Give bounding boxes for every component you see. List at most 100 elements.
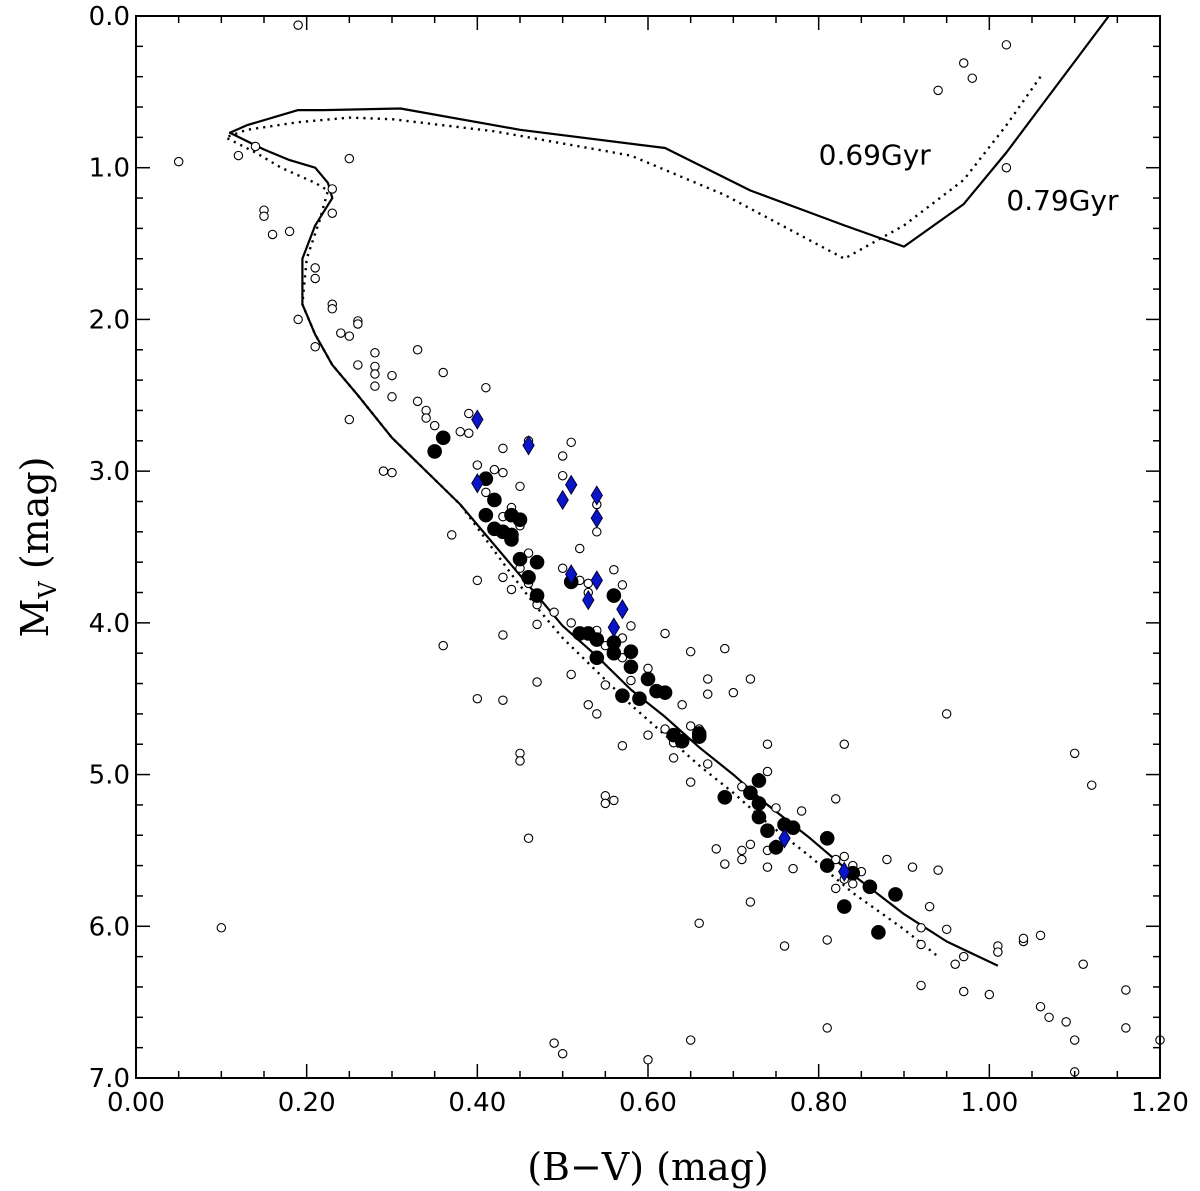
open-circle-point bbox=[557, 563, 568, 573]
open-circle-point bbox=[293, 314, 303, 325]
y-axis-title: MV (mag) bbox=[13, 456, 62, 637]
filled-circle-point bbox=[751, 773, 767, 788]
open-circle-point bbox=[685, 777, 696, 787]
x-tick-label: 0.20 bbox=[278, 1088, 336, 1118]
open-circle-point bbox=[600, 798, 611, 809]
open-circle-point bbox=[250, 141, 261, 152]
filled-circle-point bbox=[606, 588, 622, 603]
open-circle-point bbox=[344, 414, 355, 425]
open-circle-point bbox=[523, 548, 534, 558]
open-circle-point bbox=[489, 464, 500, 475]
filled-circle-point bbox=[691, 729, 707, 744]
open-circle-point bbox=[532, 619, 542, 630]
filled-circle-point bbox=[623, 659, 639, 675]
open-circle-point bbox=[233, 150, 244, 161]
y-axis-title-sub: V bbox=[34, 581, 62, 600]
open-circle-point bbox=[455, 426, 466, 437]
filled-circle-point bbox=[521, 570, 536, 585]
open-circle-point bbox=[958, 951, 969, 962]
open-circle-point bbox=[617, 580, 628, 590]
open-circle-point bbox=[472, 693, 483, 704]
open-circle-point bbox=[984, 989, 995, 1000]
open-circle-point bbox=[685, 646, 696, 657]
open-circle-point bbox=[498, 572, 508, 583]
filled-circle-point bbox=[427, 444, 442, 459]
open-circle-point bbox=[310, 273, 320, 284]
y-tick-label: 3.0 bbox=[89, 457, 130, 487]
y-tick-label: 2.0 bbox=[89, 305, 130, 335]
filled-circle-point bbox=[529, 588, 545, 603]
open-circle-point bbox=[916, 923, 926, 933]
filled-circle-point bbox=[512, 551, 528, 567]
open-circle-point bbox=[1001, 40, 1012, 50]
open-circle-point bbox=[387, 467, 397, 478]
open-circle-point bbox=[446, 530, 457, 540]
open-circle-point bbox=[412, 396, 423, 407]
x-tick-label: 0.00 bbox=[107, 1088, 165, 1118]
diamond-point bbox=[616, 599, 629, 620]
open-circle-point bbox=[1018, 933, 1029, 944]
open-circle-point bbox=[907, 862, 918, 872]
filled-circle-point bbox=[487, 521, 502, 537]
open-circle-point bbox=[498, 467, 508, 478]
filled-circle-point bbox=[623, 644, 639, 659]
open-circle-point bbox=[993, 947, 1003, 957]
open-circle-point bbox=[762, 766, 773, 777]
diamond-point bbox=[471, 473, 484, 494]
open-circle-point bbox=[933, 85, 943, 96]
open-circle-point bbox=[839, 851, 850, 862]
open-circle-point bbox=[737, 845, 747, 856]
y-tick-label: 7.0 bbox=[89, 1064, 130, 1094]
open-circle-point bbox=[643, 730, 653, 740]
open-circle-point bbox=[515, 756, 525, 766]
open-circle-point bbox=[617, 740, 628, 751]
open-circle-point bbox=[1086, 780, 1097, 790]
diamond-point bbox=[522, 435, 535, 456]
open-circle-point bbox=[788, 863, 798, 874]
open-circle-point bbox=[882, 854, 892, 865]
open-circle-point bbox=[370, 381, 380, 391]
open-circle-point bbox=[523, 833, 534, 844]
open-circle-point bbox=[557, 1048, 568, 1059]
open-circle-point bbox=[1121, 985, 1131, 995]
filled-circle-point bbox=[819, 830, 835, 846]
open-circle-point bbox=[216, 923, 227, 933]
filled-circle-point bbox=[836, 899, 852, 914]
open-circle-point bbox=[464, 408, 474, 419]
open-circle-point bbox=[677, 700, 687, 710]
open-circle-point bbox=[771, 803, 781, 813]
plot-frame bbox=[135, 15, 1161, 1079]
open-circle-point bbox=[1069, 748, 1080, 759]
diamond-point bbox=[778, 828, 791, 849]
open-circle-point bbox=[387, 370, 397, 381]
open-circle-point bbox=[822, 1023, 832, 1033]
isochrone-age-label: 0.79Gyr bbox=[1006, 184, 1119, 217]
open-circle-point bbox=[284, 226, 295, 237]
open-circle-point bbox=[549, 1038, 559, 1048]
diamond-point bbox=[582, 589, 595, 611]
isochrone-0-69gyr bbox=[224, 76, 1042, 958]
open-circle-point bbox=[259, 211, 269, 222]
open-circle-point bbox=[353, 319, 363, 329]
open-circle-point bbox=[941, 924, 952, 935]
open-circle-point bbox=[412, 345, 423, 355]
open-circle-point bbox=[173, 156, 184, 167]
open-circle-point bbox=[481, 487, 491, 498]
filled-circle-point bbox=[760, 823, 775, 839]
filled-circle-point bbox=[819, 858, 835, 873]
open-circle-point bbox=[370, 369, 380, 379]
filled-circle-point bbox=[589, 632, 605, 647]
open-circle-point bbox=[387, 392, 397, 402]
open-circle-point bbox=[438, 640, 448, 651]
open-circle-point bbox=[481, 382, 491, 393]
open-circle-point bbox=[327, 184, 338, 194]
filled-circle-point bbox=[785, 820, 801, 835]
filled-circle-point bbox=[478, 507, 494, 523]
open-circle-point bbox=[600, 680, 611, 690]
x-tick-label: 0.80 bbox=[790, 1088, 848, 1118]
open-circle-point bbox=[668, 753, 679, 763]
open-circle-point bbox=[720, 643, 730, 654]
open-circle-point bbox=[293, 20, 303, 30]
